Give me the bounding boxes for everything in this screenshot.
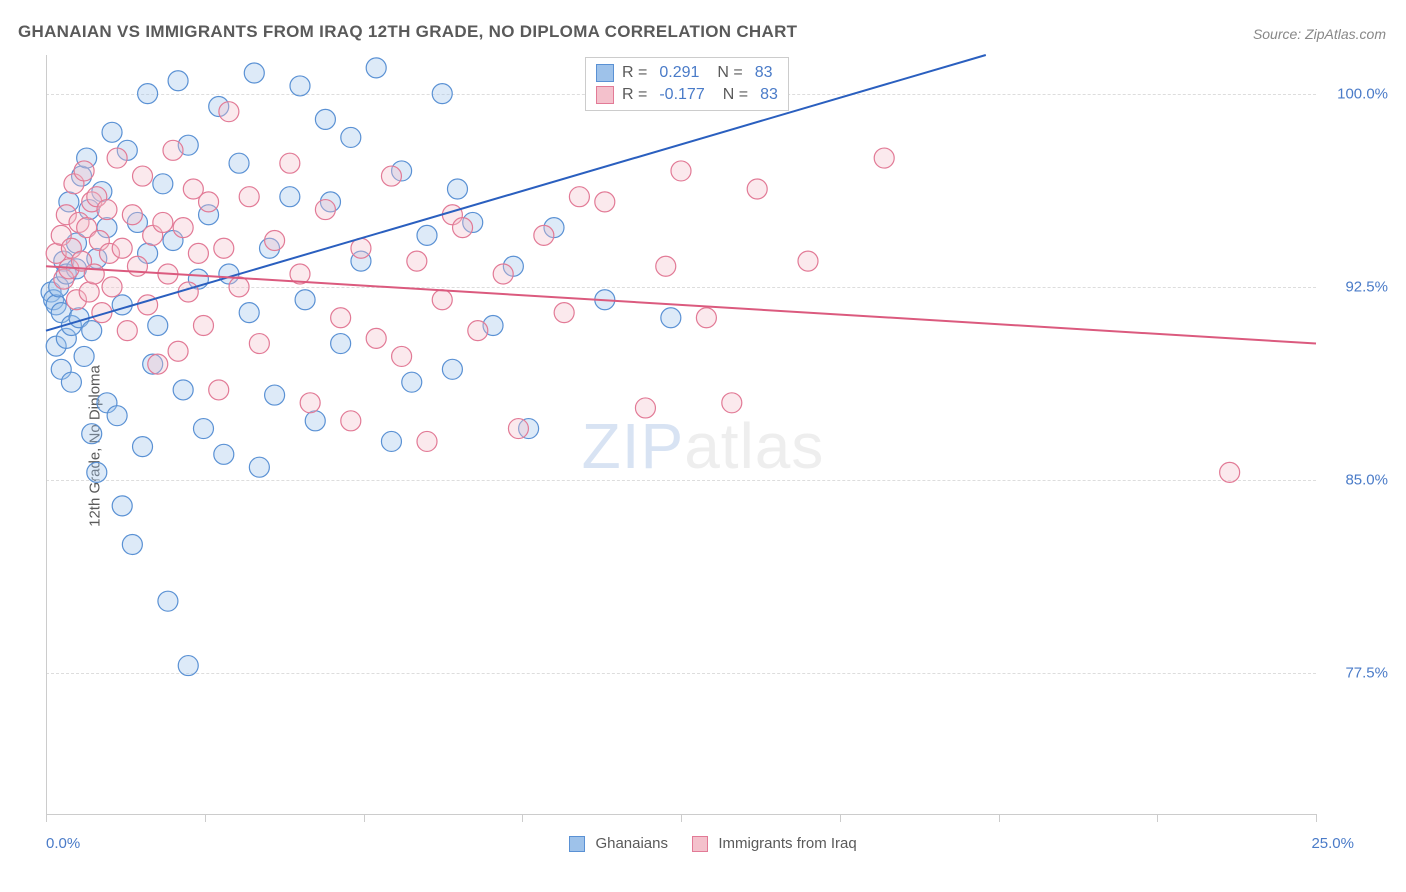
legend-n-label: N =: [723, 86, 748, 104]
legend-r-value: -0.177: [659, 86, 704, 104]
legend-r-label: R =: [622, 64, 647, 82]
legend-row: R = -0.177 N = 83: [596, 84, 778, 106]
y-tick-label: 92.5%: [1345, 278, 1388, 295]
correlation-legend: R = 0.291 N = 83 R = -0.177 N = 83: [585, 57, 789, 111]
legend-series-label: Immigrants from Iraq: [718, 835, 856, 852]
bottom-legend: Ghanaians Immigrants from Iraq: [0, 835, 1406, 852]
legend-swatch-icon: [596, 86, 614, 104]
scatter-plot-svg: [46, 55, 1316, 815]
legend-row: R = 0.291 N = 83: [596, 62, 778, 84]
legend-swatch-icon: [596, 64, 614, 82]
chart-container: GHANAIAN VS IMMIGRANTS FROM IRAQ 12TH GR…: [0, 0, 1406, 892]
y-tick-label: 100.0%: [1337, 85, 1388, 102]
chart-title: GHANAIAN VS IMMIGRANTS FROM IRAQ 12TH GR…: [18, 22, 797, 42]
legend-swatch-icon: [692, 836, 708, 852]
y-tick-label: 85.0%: [1345, 472, 1388, 489]
legend-swatch-icon: [569, 836, 585, 852]
legend-n-value: 83: [760, 86, 778, 104]
legend-r-label: R =: [622, 86, 647, 104]
y-tick-label: 77.5%: [1345, 665, 1388, 682]
source-attribution: Source: ZipAtlas.com: [1253, 26, 1386, 42]
x-tick-label: 25.0%: [1311, 835, 1354, 852]
x-tick-label: 0.0%: [46, 835, 80, 852]
legend-n-label: N =: [717, 64, 742, 82]
legend-series-label: Ghanaians: [595, 835, 668, 852]
legend-r-value: 0.291: [659, 64, 699, 82]
legend-n-value: 83: [755, 64, 773, 82]
